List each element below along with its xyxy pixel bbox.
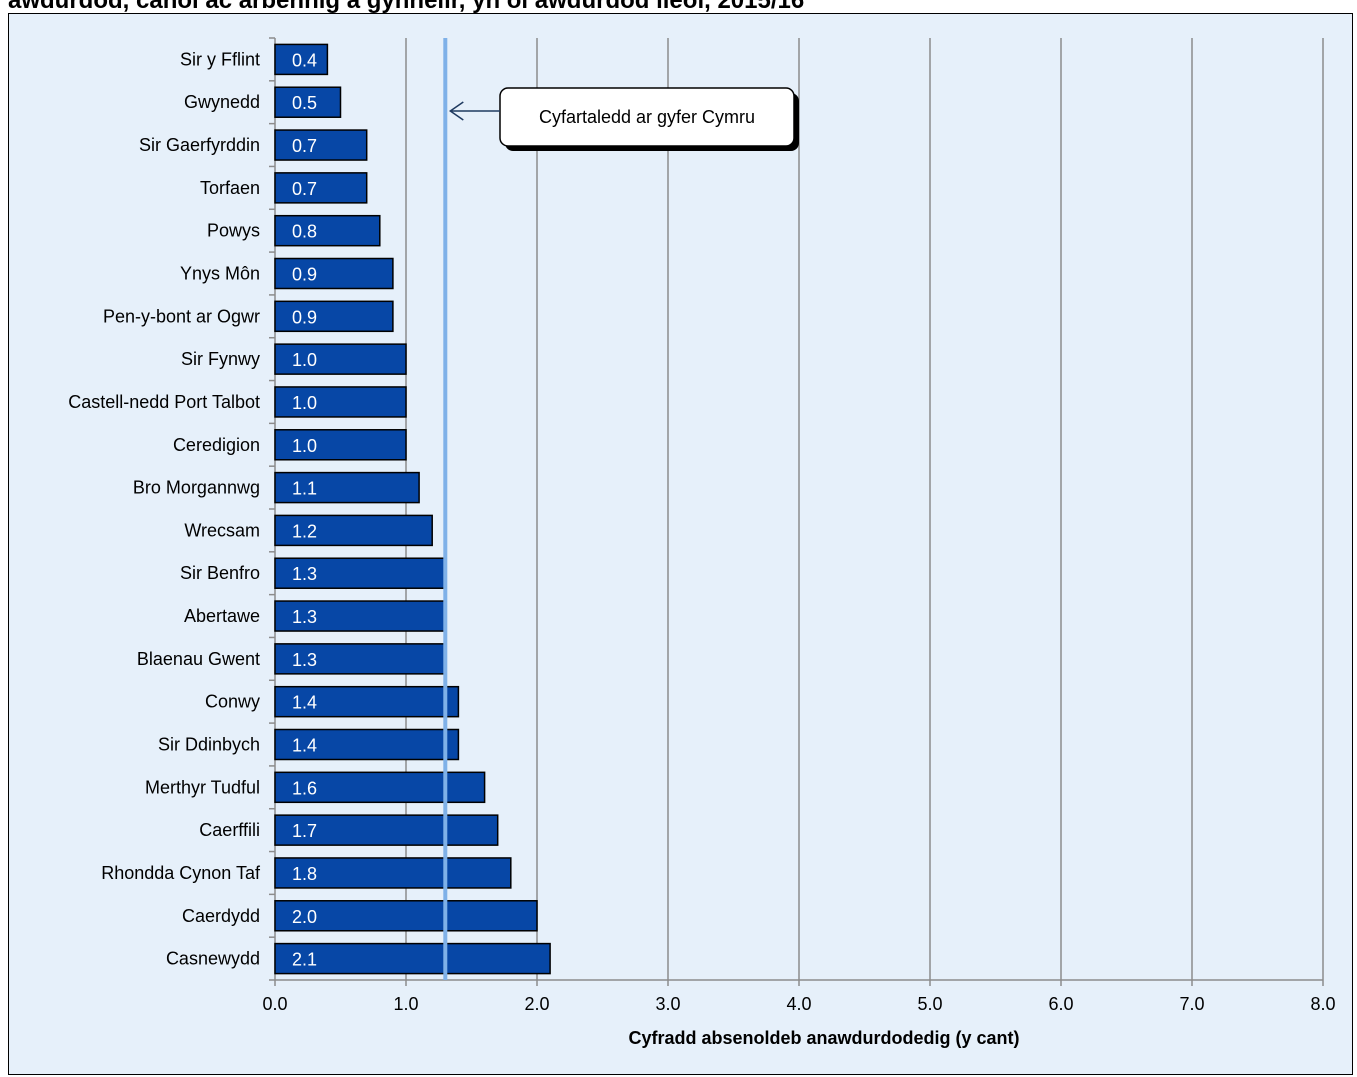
data-label: 1.0 (292, 350, 317, 370)
bar (274, 771, 486, 804)
x-tick-label: 3.0 (655, 994, 680, 1014)
category-label: Torfaen (200, 178, 260, 198)
data-label: 0.9 (292, 307, 317, 327)
x-axis-title: Cyfradd absenoldeb anawdurdodedig (y can… (628, 1028, 1019, 1048)
bar (274, 471, 420, 504)
data-label: 2.1 (292, 950, 317, 970)
bar (274, 514, 433, 547)
data-label: 1.3 (292, 650, 317, 670)
category-label: Sir Ddinbych (158, 735, 260, 755)
x-tick-label: 6.0 (1048, 994, 1073, 1014)
callout-box (499, 87, 795, 147)
bar (274, 386, 407, 418)
bar (274, 86, 342, 118)
x-tick-label: 5.0 (917, 994, 942, 1014)
bar (274, 942, 551, 975)
x-tick-label: 4.0 (786, 994, 811, 1014)
data-label: 0.7 (292, 179, 317, 199)
category-label: Sir Gaerfyrddin (139, 135, 260, 155)
category-label: Conwy (205, 692, 260, 712)
chart-title: awdurdod, canol ac arbennig a gynhelir, … (8, 0, 1348, 13)
category-label: Abertawe (184, 606, 260, 626)
data-label: 1.7 (292, 821, 317, 841)
bar (274, 685, 460, 718)
data-label: 1.3 (292, 607, 317, 627)
bar-chart: 0.0 1.0 2.0 3.0 4.0 5.0 6.0 7.0 8.0 Sir y Fflint 0… (68, 37, 1336, 1048)
bar (274, 728, 460, 761)
bar (274, 857, 512, 889)
data-label: 1.2 (292, 521, 317, 541)
category-label: Powys (207, 221, 260, 241)
category-label: Rhondda Cynon Taf (101, 863, 261, 883)
bar (274, 172, 368, 204)
data-label: 1.8 (292, 864, 317, 884)
bar (274, 429, 407, 461)
x-tick-label: 8.0 (1310, 994, 1335, 1014)
x-tick-label: 2.0 (524, 994, 549, 1014)
x-tick-label: 1.0 (393, 994, 418, 1014)
chart-area: 0.0 1.0 2.0 3.0 4.0 5.0 6.0 7.0 8.0 Sir y Fflint 0… (8, 13, 1353, 1075)
bar (274, 214, 381, 247)
category-label: Merthyr Tudful (145, 777, 260, 797)
callout-arrow-head (448, 101, 464, 121)
category-label: Ceredigion (173, 435, 260, 455)
category-label: Ynys Môn (180, 264, 260, 284)
bar (274, 814, 499, 846)
bar (274, 300, 394, 333)
data-label: 1.4 (292, 693, 317, 713)
x-tick-label: 0.0 (262, 994, 287, 1014)
data-label: 1.1 (292, 479, 317, 499)
category-label: Castell-nedd Port Talbot (68, 392, 260, 412)
bar (274, 900, 538, 932)
data-label: 0.7 (292, 136, 317, 156)
bar (274, 43, 329, 76)
category-label: Casnewydd (166, 949, 260, 969)
category-label: Bro Morgannwg (133, 478, 260, 498)
data-label: 1.0 (292, 436, 317, 456)
data-label: 1.4 (292, 736, 317, 756)
data-label: 0.8 (292, 222, 317, 242)
category-label: Pen-y-bont ar Ogwr (103, 306, 260, 326)
data-label: 1.3 (292, 564, 317, 584)
bar (274, 129, 368, 161)
callout-label: Cyfartaledd ar gyfer Cymru (539, 107, 755, 127)
category-label: Caerdydd (182, 906, 260, 926)
data-label: 2.0 (292, 907, 317, 927)
bar (274, 343, 407, 375)
category-label: Sir Benfro (180, 563, 260, 583)
category-label: Wrecsam (184, 520, 260, 540)
data-label: 1.0 (292, 393, 317, 413)
data-label: 1.6 (292, 778, 317, 798)
category-label: Sir y Fflint (180, 49, 260, 69)
category-label: Sir Fynwy (181, 349, 260, 369)
category-label: Blaenau Gwent (137, 649, 260, 669)
category-label: Caerffili (199, 820, 260, 840)
data-label: 0.5 (292, 93, 317, 113)
data-label: 0.9 (292, 265, 317, 285)
bar (274, 257, 394, 290)
category-label: Gwynedd (184, 92, 260, 112)
x-tick-label: 7.0 (1179, 994, 1204, 1014)
data-label: 0.4 (292, 50, 317, 70)
